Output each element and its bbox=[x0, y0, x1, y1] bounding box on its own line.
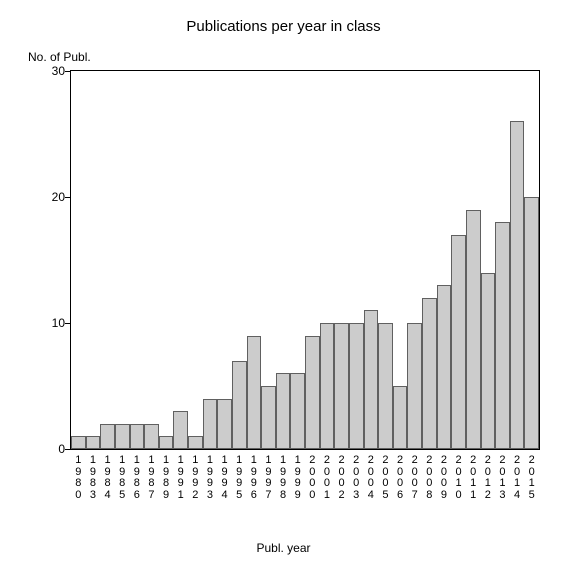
x-tick-label: 1980 bbox=[73, 455, 83, 501]
x-tick-label: 2004 bbox=[366, 455, 376, 501]
bar bbox=[86, 436, 101, 449]
bar bbox=[495, 222, 510, 449]
x-tick-label: 2014 bbox=[512, 455, 522, 501]
x-tick-label: 2011 bbox=[468, 455, 478, 501]
bar bbox=[364, 310, 379, 449]
x-tick-label: 1991 bbox=[176, 455, 186, 501]
bar bbox=[188, 436, 203, 449]
y-tick-label: 30 bbox=[52, 64, 65, 78]
bar bbox=[144, 424, 159, 449]
x-tick-label: 1998 bbox=[278, 455, 288, 501]
bar bbox=[407, 323, 422, 449]
chart-title: Publications per year in class bbox=[0, 18, 567, 35]
bar bbox=[173, 411, 188, 449]
x-tick-label: 2003 bbox=[351, 455, 361, 501]
bar bbox=[422, 298, 437, 449]
bar bbox=[203, 399, 218, 449]
chart-container: Publications per year in class No. of Pu… bbox=[0, 0, 567, 567]
x-tick-label: 1987 bbox=[146, 455, 156, 501]
y-tick-mark bbox=[65, 323, 70, 324]
x-tick-label: 2002 bbox=[337, 455, 347, 501]
x-tick-label: 2008 bbox=[424, 455, 434, 501]
x-tick-label: 1985 bbox=[117, 455, 127, 501]
plot-area bbox=[70, 70, 540, 450]
x-tick-label: 2005 bbox=[380, 455, 390, 501]
bar bbox=[378, 323, 393, 449]
bar bbox=[276, 373, 291, 449]
bar bbox=[290, 373, 305, 449]
x-tick-label: 1992 bbox=[190, 455, 200, 501]
x-tick-label: 1989 bbox=[161, 455, 171, 501]
bar bbox=[437, 285, 452, 449]
bar bbox=[451, 235, 466, 449]
x-tick-label: 1999 bbox=[293, 455, 303, 501]
y-tick-mark bbox=[65, 71, 70, 72]
x-tick-label: 1986 bbox=[132, 455, 142, 501]
y-axis-label: No. of Publ. bbox=[28, 50, 91, 64]
y-tick-mark bbox=[65, 197, 70, 198]
bar bbox=[481, 273, 496, 449]
bar bbox=[320, 323, 335, 449]
bar bbox=[261, 386, 276, 449]
x-tick-label: 2013 bbox=[497, 455, 507, 501]
bar bbox=[334, 323, 349, 449]
x-tick-label: 2009 bbox=[439, 455, 449, 501]
bar bbox=[349, 323, 364, 449]
x-tick-label: 1996 bbox=[249, 455, 259, 501]
x-tick-label: 2001 bbox=[322, 455, 332, 501]
y-tick-label: 20 bbox=[52, 190, 65, 204]
bar bbox=[71, 436, 86, 449]
x-tick-label: 2007 bbox=[410, 455, 420, 501]
x-tick-label: 2015 bbox=[527, 455, 537, 501]
bar bbox=[130, 424, 145, 449]
bar bbox=[232, 361, 247, 449]
bar bbox=[247, 336, 262, 449]
x-tick-label: 2006 bbox=[395, 455, 405, 501]
y-tick-mark bbox=[65, 449, 70, 450]
x-tick-label: 1993 bbox=[205, 455, 215, 501]
bar bbox=[305, 336, 320, 449]
bar bbox=[510, 121, 525, 449]
bar bbox=[217, 399, 232, 449]
x-tick-label: 2012 bbox=[483, 455, 493, 501]
x-tick-label: 2010 bbox=[454, 455, 464, 501]
x-tick-label: 2000 bbox=[307, 455, 317, 501]
x-tick-label: 1983 bbox=[88, 455, 98, 501]
x-tick-label: 1994 bbox=[220, 455, 230, 501]
bar bbox=[393, 386, 408, 449]
x-tick-label: 1984 bbox=[103, 455, 113, 501]
bar bbox=[159, 436, 174, 449]
bar bbox=[115, 424, 130, 449]
y-tick-label: 10 bbox=[52, 316, 65, 330]
y-tick-label: 0 bbox=[58, 442, 65, 456]
bar bbox=[466, 210, 481, 449]
x-tick-label: 1995 bbox=[234, 455, 244, 501]
bar bbox=[100, 424, 115, 449]
x-axis-label: Publ. year bbox=[0, 541, 567, 555]
bar bbox=[524, 197, 539, 449]
x-tick-label: 1997 bbox=[263, 455, 273, 501]
